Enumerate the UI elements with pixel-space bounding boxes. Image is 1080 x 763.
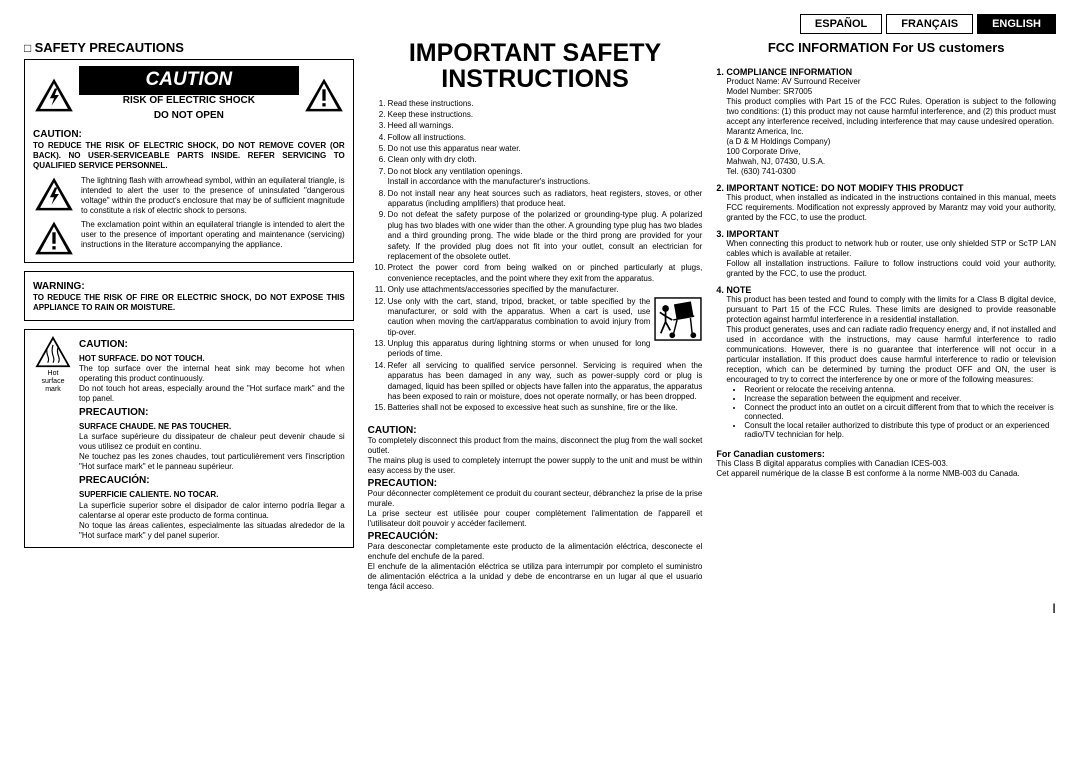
important-safety-title: IMPORTANT SAFETY INSTRUCTIONS xyxy=(368,40,703,93)
canada-body: This Class B digital apparatus complies … xyxy=(716,459,1056,479)
precaution-fr-heading: PRECAUTION: xyxy=(79,406,345,419)
instruction-item: Use only with the cart, stand, tripod, b… xyxy=(388,297,703,339)
instruction-item: Do not use this apparatus near water. xyxy=(388,144,703,154)
precaucion-disconnect-heading: PRECAUCIÓN: xyxy=(368,531,703,542)
fcc-notice-heading: 2. IMPORTANT NOTICE: DO NOT MODIFY THIS … xyxy=(716,183,1056,193)
fcc-compliance-body: This product complies with Part 15 of th… xyxy=(726,97,1056,127)
precaution-fr-sub: SURFACE CHAUDE. NE PAS TOUCHER. xyxy=(79,422,345,432)
shock-line2: DO NOT OPEN xyxy=(79,110,299,121)
caution-body: TO REDUCE THE RISK OF ELECTRIC SHOCK, DO… xyxy=(33,141,345,172)
hot-surface-icon: Hotsurfacemark xyxy=(33,336,73,541)
caution-banner: CAUTION xyxy=(79,66,299,95)
instruction-item: Do not defeat the safety purpose of the … xyxy=(388,210,703,262)
precaucion-es-body: La superficie superior sobre el disipado… xyxy=(79,501,345,541)
instruction-item: Do not block any ventilation openings.In… xyxy=(388,167,703,188)
fcc-note-heading: 4. NOTE xyxy=(716,285,1056,295)
column-fcc: FCC INFORMATION For US customers 1. COMP… xyxy=(716,40,1056,592)
instruction-item: Do not install near any heat sources suc… xyxy=(388,189,703,210)
hot-caution-heading: CAUTION: xyxy=(79,338,345,351)
instruction-item: Batteries shall not be exposed to excess… xyxy=(388,403,703,413)
precaution-disconnect-body: Pour déconnecter complètement ce produit… xyxy=(368,489,703,529)
fcc-important-body: When connecting this product to network … xyxy=(726,239,1056,279)
safety-precautions-title: SAFETY PRECAUTIONS xyxy=(24,40,354,55)
fcc-product-name: Product Name: AV Surround Receiver xyxy=(726,77,1056,87)
column-safety-precautions: SAFETY PRECAUTIONS CAUTION RISK OF ELECT… xyxy=(24,40,354,592)
cart-tipover-icon xyxy=(654,297,702,341)
instruction-list: Read these instructions.Keep these instr… xyxy=(368,99,703,415)
lightning-explanation: The lightning flash with arrowhead symbo… xyxy=(81,176,345,216)
lang-tab-en[interactable]: ENGLISH xyxy=(977,14,1056,34)
column-instructions: IMPORTANT SAFETY INSTRUCTIONS Read these… xyxy=(368,40,703,592)
precaucion-es-sub: SUPERFICIE CALIENTE. NO TOCAR. xyxy=(79,490,345,500)
fcc-note-body2: This product generates, uses and can rad… xyxy=(726,325,1056,385)
precaucion-es-heading: PRECAUCIÓN: xyxy=(79,474,345,487)
precaucion-disconnect-body: Para desconectar completamente este prod… xyxy=(368,542,703,592)
caution-box-shock: CAUTION RISK OF ELECTRIC SHOCK DO NOT OP… xyxy=(24,59,354,263)
lang-tab-fr[interactable]: FRANÇAIS xyxy=(886,14,973,34)
fcc-note-body1: This product has been tested and found t… xyxy=(726,295,1056,325)
page-content: SAFETY PRECAUTIONS CAUTION RISK OF ELECT… xyxy=(24,40,1056,592)
caution-heading: CAUTION: xyxy=(33,128,345,141)
instruction-item: Only use attachments/accessories specifi… xyxy=(388,285,703,295)
instruction-item: Read these instructions. xyxy=(388,99,703,109)
instruction-item: Unplug this apparatus during lightning s… xyxy=(388,339,703,360)
fcc-bullet-item: Consult the local retailer authorized to… xyxy=(744,421,1056,439)
hot-surface-box: Hotsurfacemark CAUTION: HOT SURFACE. DO … xyxy=(24,329,354,548)
instruction-item: Follow all instructions. xyxy=(388,133,703,143)
warning-body: TO REDUCE THE RISK OF FIRE OR ELECTRIC S… xyxy=(33,293,345,314)
warning-heading: WARNING: xyxy=(33,280,345,293)
caution-disconnect-body: To completely disconnect this product fr… xyxy=(368,436,703,476)
fcc-company-address: Marantz America, Inc. (a D & M Holdings … xyxy=(726,127,1056,177)
warning-box: WARNING: TO REDUCE THE RISK OF FIRE OR E… xyxy=(24,271,354,321)
instruction-item: Clean only with dry cloth. xyxy=(388,155,703,165)
fcc-bullet-item: Connect the product into an outlet on a … xyxy=(744,403,1056,421)
hot-surface-body: The top surface over the internal heat s… xyxy=(79,364,345,404)
language-tabs: ESPAÑOL FRANÇAIS ENGLISH xyxy=(24,14,1056,34)
fcc-title: FCC INFORMATION For US customers xyxy=(716,40,1056,55)
instruction-item: Keep these instructions. xyxy=(388,110,703,120)
lightning-triangle-icon xyxy=(33,176,75,212)
lightning-triangle-icon xyxy=(33,77,75,113)
shock-line1: RISK OF ELECTRIC SHOCK xyxy=(79,95,299,106)
exclamation-triangle-icon xyxy=(33,220,75,256)
instruction-item: Heed all warnings. xyxy=(388,121,703,131)
caution-disconnect-heading: CAUTION: xyxy=(368,425,703,436)
page-number: I xyxy=(24,600,1056,616)
lang-tab-es[interactable]: ESPAÑOL xyxy=(800,14,882,34)
fcc-bullet-item: Reorient or relocate the receiving anten… xyxy=(744,385,1056,394)
exclamation-triangle-icon xyxy=(303,77,345,113)
precaution-disconnect-heading: PRECAUTION: xyxy=(368,478,703,489)
fcc-bullet-item: Increase the separation between the equi… xyxy=(744,394,1056,403)
instruction-item: Protect the power cord from being walked… xyxy=(388,263,703,284)
instruction-item: Refer all servicing to qualified service… xyxy=(388,361,703,403)
fcc-model-number: Model Number: SR7005 xyxy=(726,87,1056,97)
fcc-important-heading: 3. IMPORTANT xyxy=(716,229,1056,239)
fcc-notice-body: This product, when installed as indicate… xyxy=(726,193,1056,223)
exclamation-explanation: The exclamation point within an equilate… xyxy=(81,220,345,256)
fcc-bullets: Reorient or relocate the receiving anten… xyxy=(726,385,1056,439)
canada-heading: For Canadian customers: xyxy=(716,449,1056,459)
precaution-fr-body: La surface supérieure du dissipateur de … xyxy=(79,432,345,472)
fcc-compliance-heading: 1. COMPLIANCE INFORMATION xyxy=(716,67,1056,77)
hot-surface-sub: HOT SURFACE. DO NOT TOUCH. xyxy=(79,354,345,364)
